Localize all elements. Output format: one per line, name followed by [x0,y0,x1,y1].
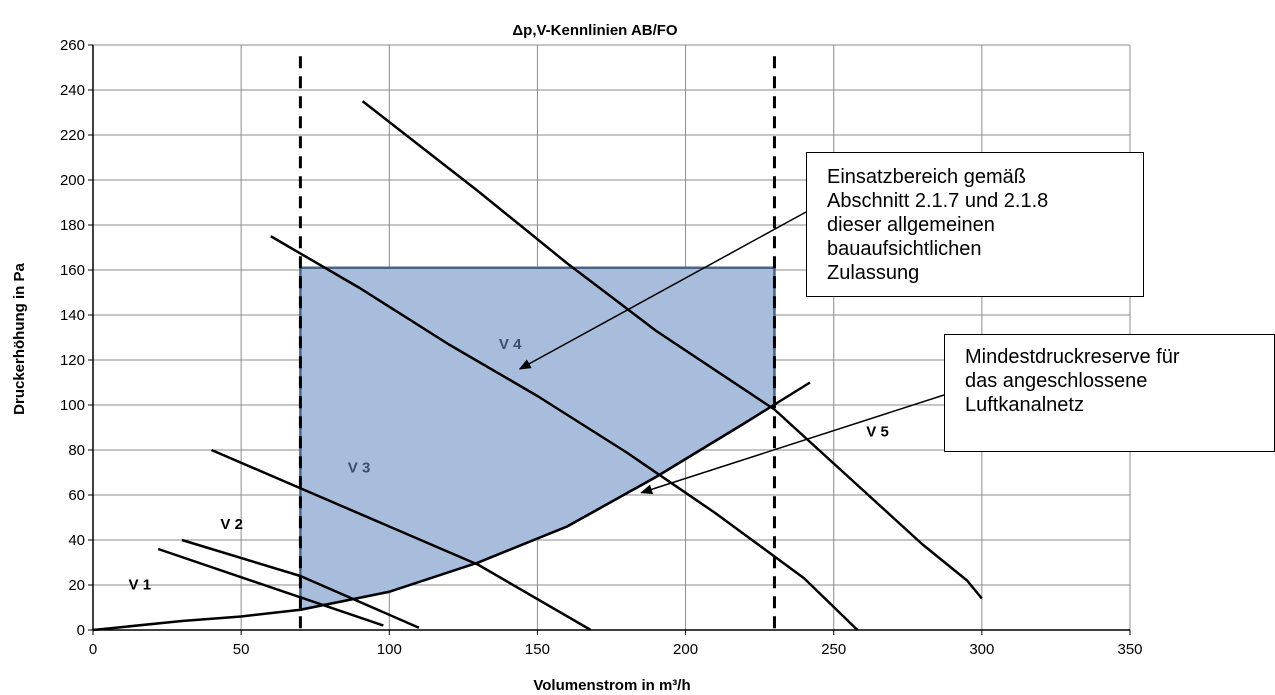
y-tick-label: 160 [60,262,85,279]
series-line-mindestdruckreserve [92,381,811,632]
y-tick-label: 200 [60,172,85,189]
axes [92,45,1130,631]
y-tick-label: 40 [68,532,85,549]
series-line-v-3 [211,448,592,632]
dashed-limit-lines [298,56,776,630]
y-tick-label: 100 [60,397,85,414]
x-tick-label: 100 [377,641,402,658]
y-tick-label: 240 [60,82,85,99]
series-line-v-1 [157,547,384,627]
x-tick-label: 350 [1117,641,1142,658]
x-tick-label: 250 [821,641,846,658]
mindestdruckreserve-callout: Mindestdruckreserve für das angeschlosse… [944,334,1275,452]
chart-title: Δp,V-Kennlinien AB/FO [512,22,678,39]
tick-labels: 0 50 100 150 200 250 300 350 0 20 40 60 80 100 120 140 1… [60,37,1143,658]
series-line-v-4 [270,235,859,631]
y-tick-label: 180 [60,217,85,234]
series-line-v-5 [361,100,983,600]
y-tick-label: 120 [60,352,85,369]
curve-label-v-4: V 4 [499,336,522,353]
einsatzbereich-callout: Einsatzbereich gemäß Abschnitt 2.1.7 und… [806,152,1144,297]
x-tick-label: 300 [969,641,994,658]
x-tick-label: 0 [89,641,97,658]
y-tick-label: 60 [68,487,85,504]
annotation-arrows [518,211,945,495]
curve-label-v-5: V 5 [866,424,889,441]
arrow-einsatz [518,211,807,370]
x-axis-title: Volumenstrom in m³/h [533,677,690,694]
curve-label-v-3: V 3 [348,460,371,477]
y-tick-label: 80 [68,442,85,459]
y-axis-title: Druckerhöhung in Pa [11,263,28,415]
curve-labels: V 1 V 2 V 3 V 4 V 5 [129,336,889,594]
y-tick-label: 260 [60,37,85,54]
curve-label-v-1: V 1 [129,577,152,594]
y-tick-label: 220 [60,127,85,144]
x-tick-label: 200 [673,641,698,658]
series-line-v-2 [181,538,420,629]
arrow-mindest [640,394,945,495]
y-tick-label: 140 [60,307,85,324]
series-lines [92,100,983,632]
x-tick-label: 150 [525,641,550,658]
y-tick-label: 20 [68,577,85,594]
x-tick-label: 50 [233,641,250,658]
curve-label-v-2: V 2 [220,516,243,533]
y-tick-label: 0 [77,622,85,639]
